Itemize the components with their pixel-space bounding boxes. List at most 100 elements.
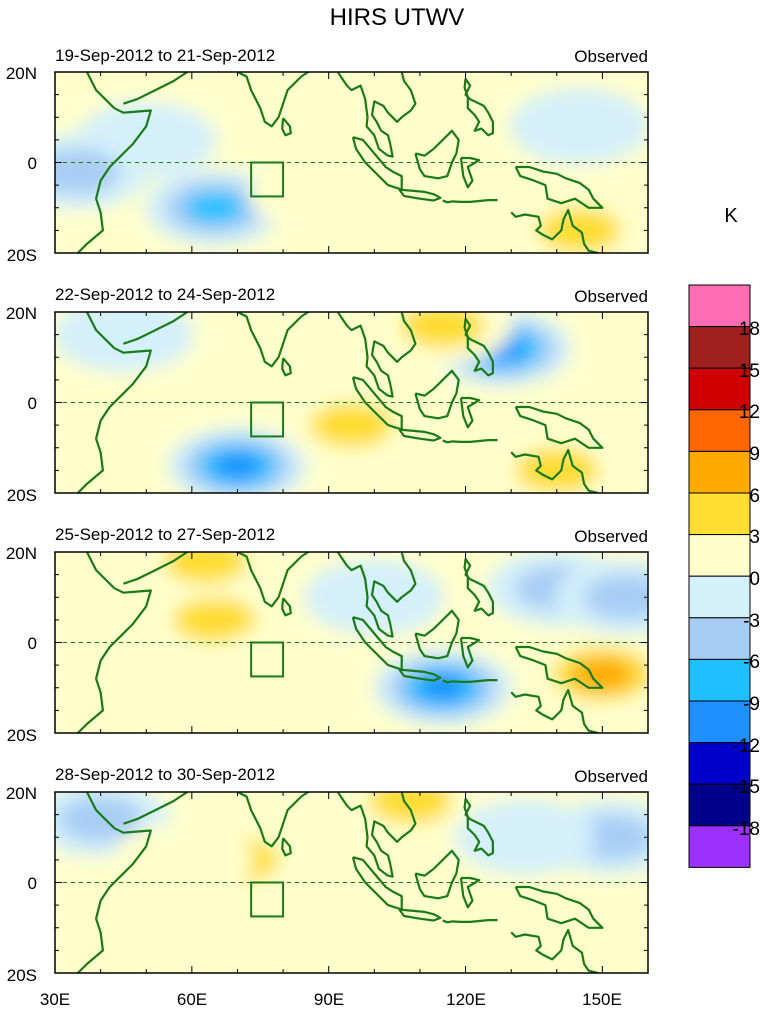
coastline <box>514 645 604 689</box>
coastline <box>514 885 604 929</box>
colorbar-swatch <box>688 326 751 369</box>
map-panel: 19-Sep-2012 to 21-Sep-2012 Observed 20N … <box>6 46 649 265</box>
coastline <box>336 72 417 158</box>
panel-period-label: 19-Sep-2012 to 21-Sep-2012 <box>55 46 275 65</box>
colorbar-tick-label: 0 <box>749 569 760 590</box>
x-tick-label: 30E <box>40 990 70 1009</box>
coastline <box>510 448 599 493</box>
coastline <box>398 428 442 442</box>
figure-title: HIRS UTWV <box>330 4 465 31</box>
coastline <box>77 347 152 493</box>
panel-period-label: 22-Sep-2012 to 24-Sep-2012 <box>55 285 275 304</box>
coastline <box>336 792 417 878</box>
colorbar-tick-label: -12 <box>733 736 760 757</box>
anomaly-contour <box>214 453 261 479</box>
colorbar-tick-label: 12 <box>739 402 760 423</box>
coastline <box>459 636 481 669</box>
colorbar-swatch <box>688 450 751 494</box>
coastline <box>510 928 599 973</box>
coastline <box>510 688 599 733</box>
y-tick-label: 20S <box>7 726 37 745</box>
analysis-region-box <box>250 881 285 918</box>
colorbar-swatch <box>688 825 751 868</box>
colorbar-tick-label: 6 <box>749 486 760 507</box>
analysis-region-box <box>250 641 285 678</box>
x-tick-label: 120E <box>446 990 486 1009</box>
coastline <box>351 616 403 671</box>
anomaly-contour <box>55 312 194 373</box>
analysis-region-box <box>250 161 285 198</box>
colorbar-tick-label: -3 <box>743 611 760 632</box>
coastline <box>442 919 498 924</box>
y-tick-label: 20S <box>7 966 37 985</box>
panel-observed-label: Observed <box>574 287 648 306</box>
colorbar-tick-label: -9 <box>743 694 760 715</box>
coastline <box>219 72 311 128</box>
panel-observed-label: Observed <box>574 47 648 66</box>
coastline <box>463 798 494 857</box>
y-tick-label: 20S <box>7 246 37 265</box>
colorbar-tick-label: 15 <box>739 361 760 382</box>
colorbar-swatch <box>688 492 751 536</box>
colorbar-units-label: K <box>724 205 738 227</box>
colorbar-tick-label: -6 <box>743 652 760 673</box>
colorbar-swatch <box>688 284 751 328</box>
coastline <box>351 136 403 191</box>
coastline <box>85 552 116 589</box>
colorbar-tick-label: 18 <box>739 319 760 340</box>
panel-plot-area <box>54 551 649 734</box>
coastline <box>463 78 494 137</box>
colorbar-tick-label: 3 <box>749 527 760 548</box>
coastline <box>336 552 417 638</box>
colorbar-swatch <box>688 617 751 660</box>
y-tick-label: 0 <box>28 634 37 653</box>
coastline <box>459 156 481 189</box>
y-tick-label: 20N <box>6 304 37 323</box>
coastline <box>510 208 599 253</box>
anomaly-contour <box>309 402 394 448</box>
anomaly-contour <box>249 156 390 233</box>
y-tick-label: 0 <box>28 874 37 893</box>
colorbar-swatch <box>688 367 751 411</box>
y-tick-label: 20N <box>6 544 37 563</box>
colorbar-swatches <box>688 284 751 868</box>
map-panel: 28-Sep-2012 to 30-Sep-2012 Observed 20N … <box>6 765 649 985</box>
coastline <box>514 165 604 209</box>
map-panel: 25-Sep-2012 to 27-Sep-2012 Observed 20N … <box>6 525 649 745</box>
anomaly-contour <box>372 889 513 966</box>
panel-plot-area <box>54 791 649 974</box>
panel-period-label: 25-Sep-2012 to 27-Sep-2012 <box>55 525 275 544</box>
coastline <box>219 552 311 608</box>
coastline <box>281 597 292 617</box>
coastline <box>219 312 311 368</box>
anomaly-contour <box>400 312 485 349</box>
colorbar-swatch <box>688 534 751 577</box>
colorbar-tick-label: -18 <box>733 819 760 840</box>
colorbar: K 18 15 12 9 6 3 0 -3 -6 -9 -12 -15 -18 <box>688 205 760 868</box>
analysis-region-box <box>250 401 285 438</box>
y-tick-label: 20S <box>7 486 37 505</box>
anomaly-contour <box>454 799 595 876</box>
map-panel: 22-Sep-2012 to 24-Sep-2012 Observed 20N … <box>6 285 649 505</box>
coastline <box>398 668 442 682</box>
coastline <box>414 129 460 180</box>
anomaly-contour <box>55 148 120 195</box>
colorbar-swatch <box>688 700 751 744</box>
coastline <box>85 792 116 829</box>
coastline <box>219 792 311 848</box>
anomaly-contour <box>572 657 633 691</box>
colorbar-swatch <box>688 658 751 702</box>
colorbar-swatch <box>688 575 751 619</box>
coastline <box>281 837 292 857</box>
coastline <box>351 376 403 431</box>
anomaly-contour <box>368 792 453 824</box>
coastline <box>442 679 498 684</box>
coastline <box>459 396 481 429</box>
coastline <box>351 856 403 911</box>
coastline <box>514 405 604 449</box>
coastline <box>123 72 188 105</box>
coastline <box>123 552 188 585</box>
coastline <box>398 908 442 922</box>
anomaly-contour <box>509 889 648 966</box>
